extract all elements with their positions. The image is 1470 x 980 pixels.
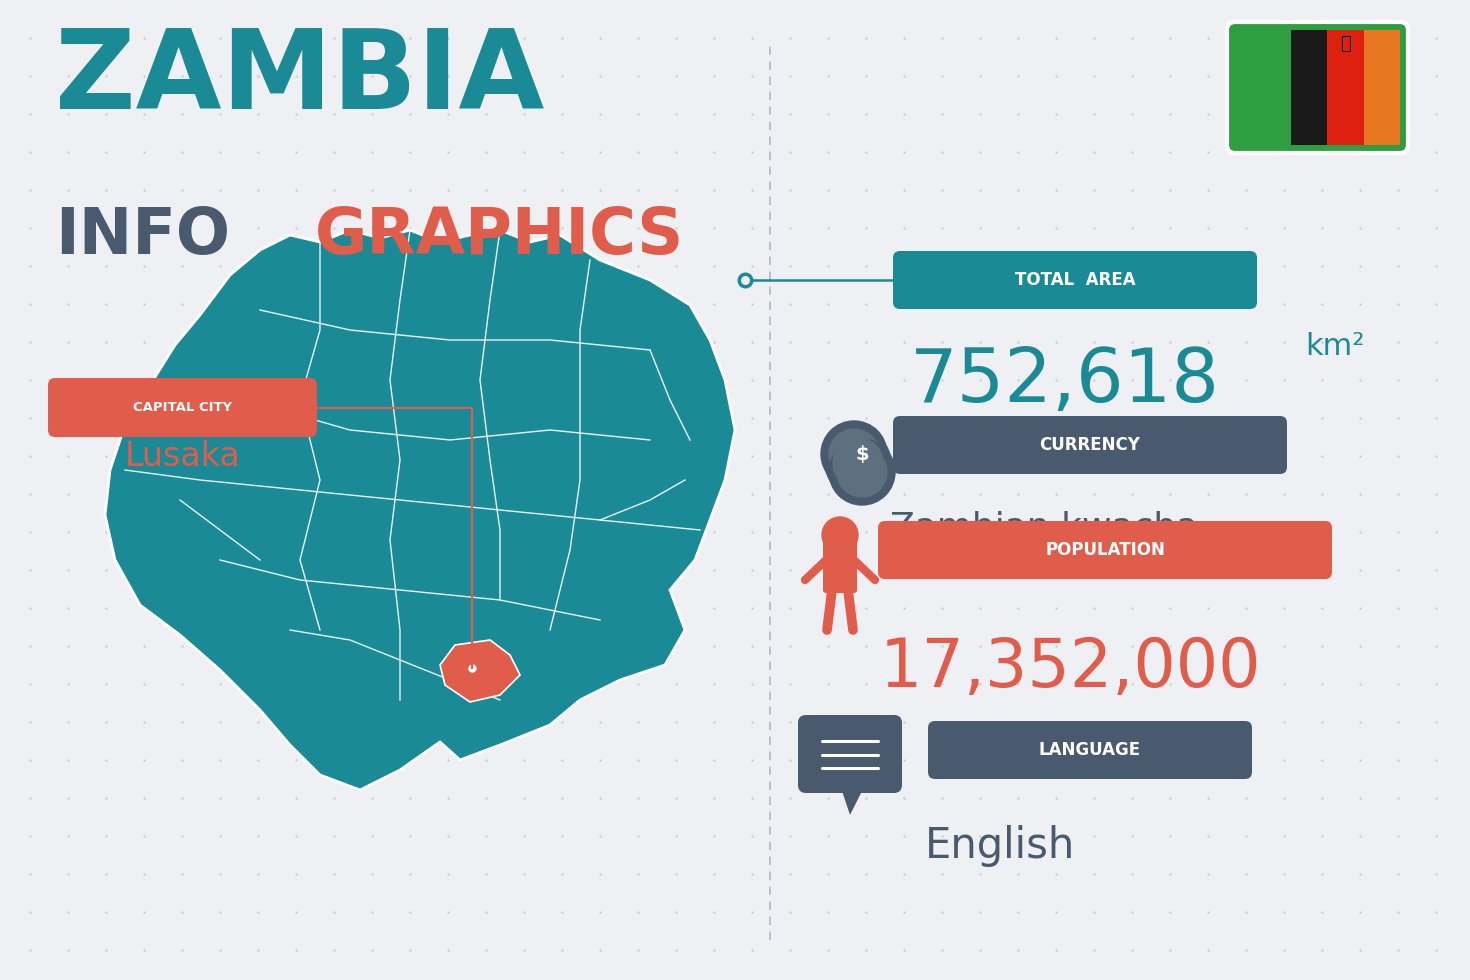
FancyBboxPatch shape bbox=[49, 378, 318, 437]
Circle shape bbox=[829, 429, 879, 479]
Text: 17,352,000: 17,352,000 bbox=[881, 635, 1261, 701]
Polygon shape bbox=[104, 230, 735, 790]
FancyBboxPatch shape bbox=[798, 715, 903, 793]
Circle shape bbox=[829, 439, 895, 505]
Polygon shape bbox=[440, 640, 520, 702]
Circle shape bbox=[833, 438, 883, 488]
Text: POPULATION: POPULATION bbox=[1045, 541, 1164, 559]
Text: CURRENCY: CURRENCY bbox=[1039, 436, 1141, 454]
FancyBboxPatch shape bbox=[823, 539, 857, 593]
Polygon shape bbox=[839, 785, 864, 815]
Text: $: $ bbox=[856, 445, 869, 464]
FancyBboxPatch shape bbox=[892, 416, 1288, 474]
FancyBboxPatch shape bbox=[928, 721, 1252, 779]
Text: km²: km² bbox=[1305, 332, 1364, 361]
Text: INFO: INFO bbox=[54, 205, 231, 267]
Circle shape bbox=[825, 430, 891, 496]
FancyBboxPatch shape bbox=[892, 251, 1257, 309]
Text: Lusaka: Lusaka bbox=[125, 440, 241, 473]
Bar bbox=[1364, 30, 1399, 145]
Bar bbox=[1291, 30, 1327, 145]
Text: ZAMBIA: ZAMBIA bbox=[54, 25, 544, 132]
Circle shape bbox=[822, 421, 886, 487]
Text: Zambian kwacha: Zambian kwacha bbox=[889, 510, 1198, 544]
Text: 🦅: 🦅 bbox=[1341, 35, 1351, 53]
Text: LANGUAGE: LANGUAGE bbox=[1039, 741, 1141, 759]
Circle shape bbox=[822, 517, 858, 553]
Circle shape bbox=[836, 447, 886, 497]
Bar bbox=[1327, 30, 1364, 145]
Text: 752,618: 752,618 bbox=[910, 345, 1220, 418]
Text: GRAPHICS: GRAPHICS bbox=[315, 205, 684, 267]
FancyBboxPatch shape bbox=[878, 521, 1332, 579]
Text: CAPITAL CITY: CAPITAL CITY bbox=[132, 401, 232, 414]
FancyBboxPatch shape bbox=[1227, 22, 1408, 153]
Text: English: English bbox=[925, 825, 1075, 867]
Text: TOTAL  AREA: TOTAL AREA bbox=[1014, 271, 1135, 289]
